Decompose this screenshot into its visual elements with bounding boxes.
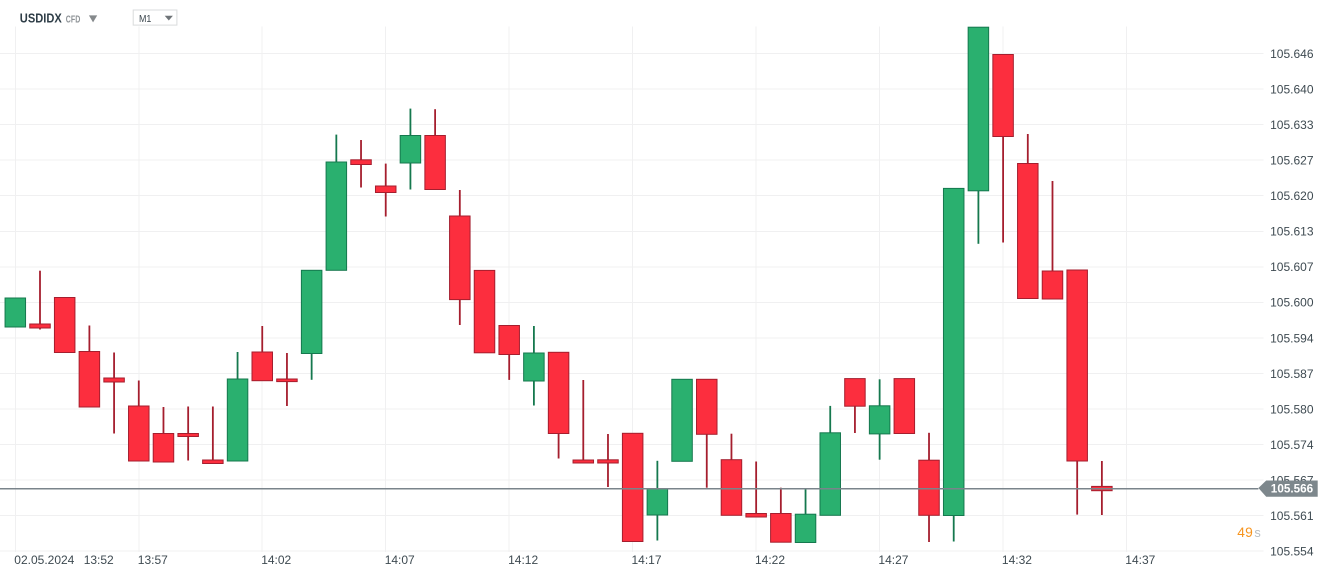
svg-text:14:02: 14:02 (261, 553, 291, 567)
svg-text:CFD: CFD (66, 15, 81, 26)
svg-text:105.594: 105.594 (1270, 331, 1314, 345)
svg-text:14:07: 14:07 (385, 553, 415, 567)
svg-text:105.627: 105.627 (1270, 154, 1314, 168)
svg-text:14:17: 14:17 (632, 553, 662, 567)
svg-text:M1: M1 (139, 14, 152, 25)
svg-text:105.561: 105.561 (1270, 509, 1314, 523)
svg-text:14:12: 14:12 (508, 553, 538, 567)
svg-text:105.600: 105.600 (1270, 296, 1314, 310)
svg-text:14:37: 14:37 (1125, 553, 1155, 567)
svg-text:105.587: 105.587 (1270, 367, 1314, 381)
svg-text:105.566: 105.566 (1271, 483, 1314, 496)
svg-text:02.05.2024 13:52: 02.05.2024 13:52 (14, 553, 114, 567)
svg-text:14:27: 14:27 (878, 553, 908, 567)
svg-text:13:57: 13:57 (138, 553, 168, 567)
svg-text:105.646: 105.646 (1270, 47, 1314, 61)
svg-text:105.574: 105.574 (1270, 438, 1314, 452)
svg-text:49: 49 (1237, 525, 1253, 540)
svg-text:105.607: 105.607 (1270, 260, 1314, 274)
svg-text:105.640: 105.640 (1270, 83, 1314, 97)
svg-text:14:32: 14:32 (1002, 553, 1032, 567)
svg-text:USDIDX: USDIDX (20, 11, 62, 26)
svg-text:s: s (1254, 525, 1260, 540)
svg-text:105.620: 105.620 (1270, 189, 1314, 203)
svg-text:105.580: 105.580 (1270, 402, 1314, 416)
svg-text:105.613: 105.613 (1270, 225, 1314, 239)
svg-text:105.554: 105.554 (1270, 545, 1314, 559)
svg-text:14:22: 14:22 (755, 553, 785, 567)
svg-text:105.633: 105.633 (1270, 118, 1314, 132)
